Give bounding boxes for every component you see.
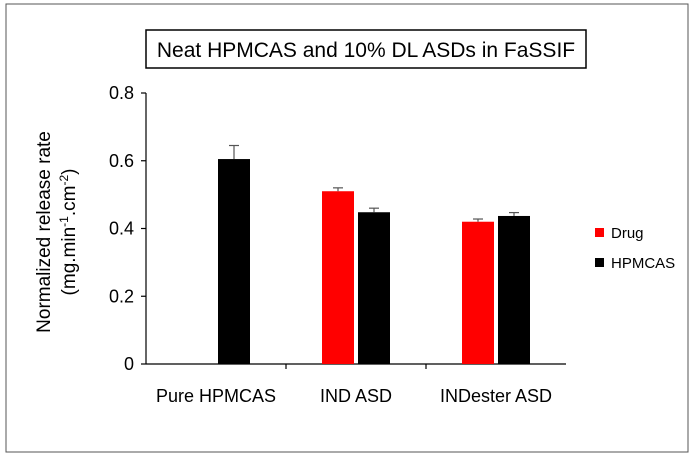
ylabel-sup-2: -2 bbox=[57, 175, 71, 186]
chart-border bbox=[5, 3, 689, 453]
y-tick-label: 0.6 bbox=[109, 151, 134, 171]
bar-hpmcas-2 bbox=[498, 215, 530, 364]
legend-swatch-hpmcas bbox=[595, 258, 604, 267]
legend-swatch-drug bbox=[595, 228, 604, 237]
legend-label-drug: Drug bbox=[611, 225, 644, 242]
legend-label-hpmcas: HPMCAS bbox=[611, 255, 675, 272]
y-tick-label: 0.2 bbox=[109, 286, 134, 306]
y-axis-label: Normalized release rate (mg.min-1.cm-2) bbox=[34, 131, 80, 333]
title-box bbox=[145, 29, 587, 69]
y-tick-label: 0.8 bbox=[109, 83, 134, 103]
ylabel-part-2: .cm bbox=[59, 186, 80, 217]
bar-hpmcas-0 bbox=[218, 159, 250, 364]
x-tick-label: Pure HPMCAS bbox=[156, 386, 276, 406]
bar-drug-2 bbox=[462, 221, 494, 364]
bar-hpmcas-1 bbox=[358, 212, 390, 364]
ylabel-part-3: ) bbox=[59, 169, 80, 175]
y-tick-label: 0 bbox=[124, 354, 134, 374]
ylabel-part-1: (mg.min bbox=[59, 227, 80, 296]
y-axis-label-line2: (mg.min-1.cm-2) bbox=[57, 169, 80, 296]
y-axis-label-line1: Normalized release rate bbox=[34, 131, 55, 333]
ylabel-sup-1: -1 bbox=[57, 216, 71, 227]
bar-drug-1 bbox=[322, 191, 354, 364]
x-tick-label: INDester ASD bbox=[440, 386, 552, 406]
chart-title: Neat HPMCAS and 10% DL ASDs in FaSSIF bbox=[157, 39, 575, 62]
y-tick-label: 0.4 bbox=[109, 219, 134, 239]
legend: Drug HPMCAS bbox=[595, 225, 675, 272]
plot-area: 0 0.2 0.4 0.6 0.8 Pure HPMCAS IND ASD INDester … bbox=[109, 83, 566, 406]
x-tick-label: IND ASD bbox=[320, 386, 392, 406]
